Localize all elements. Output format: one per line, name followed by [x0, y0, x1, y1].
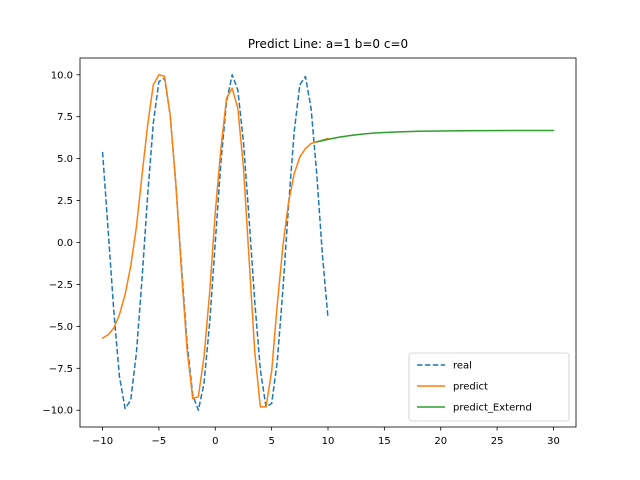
plot-area	[101, 74, 555, 411]
x-tick-label: 30	[547, 436, 560, 447]
x-tick-label: 25	[491, 436, 504, 447]
chart-title: Predict Line: a=1 b=0 c=0	[248, 37, 408, 51]
y-tick-label: −7.5	[49, 364, 73, 375]
x-tick-label: −5	[152, 436, 167, 447]
x-tick-label: 15	[378, 436, 391, 447]
legend-label: real	[453, 361, 472, 372]
legend: real predict predict_Externd	[408, 352, 570, 422]
y-tick-label: 10.0	[51, 70, 73, 81]
axis-ticks: −10 −5 0 5 10 15 20 25 30 −10.0 −7.5 −5.0 −2.5 0.0 2.5…	[42, 70, 559, 447]
x-tick-label: 5	[268, 436, 274, 447]
series-line-predict	[101, 74, 329, 408]
legend-label: predict	[453, 382, 488, 393]
y-tick-label: −2.5	[49, 280, 73, 291]
y-tick-label: 2.5	[57, 196, 73, 207]
x-tick-label: 0	[212, 436, 218, 447]
x-tick-label: −10	[92, 436, 113, 447]
y-tick-label: 0.0	[57, 238, 73, 249]
x-tick-label: 20	[434, 436, 447, 447]
y-tick-label: 7.5	[57, 112, 73, 123]
x-tick-label: 10	[322, 436, 335, 447]
y-tick-label: −10.0	[42, 406, 73, 417]
series-line-predict-externd	[315, 129, 555, 143]
y-tick-label: −5.0	[49, 322, 73, 333]
legend-box	[408, 352, 570, 422]
legend-label: predict_Externd	[453, 403, 532, 414]
series-line-real	[101, 74, 329, 411]
y-tick-label: 5.0	[57, 154, 73, 165]
